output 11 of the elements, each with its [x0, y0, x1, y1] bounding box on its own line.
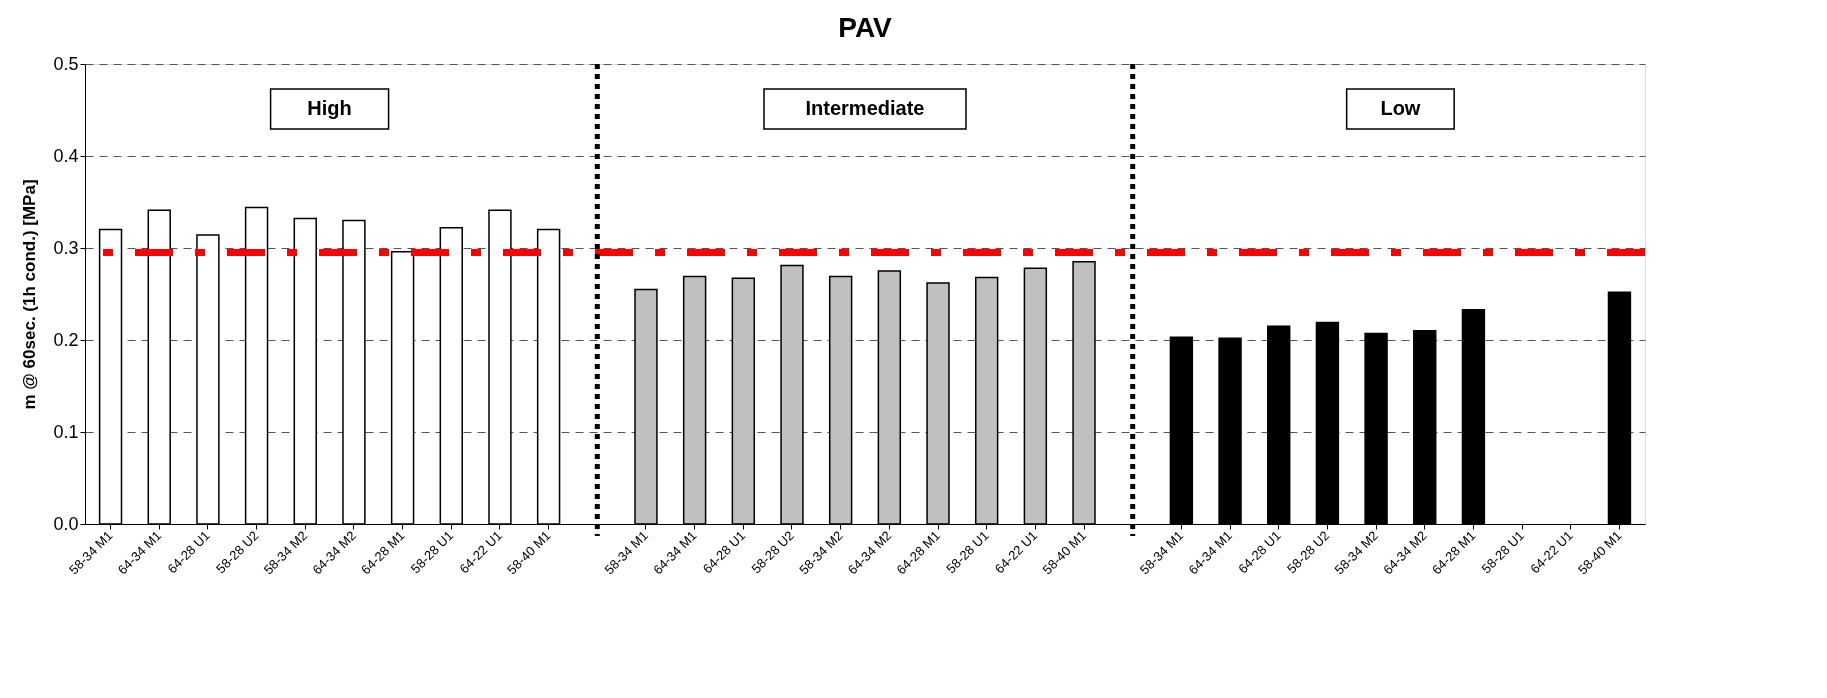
y-tick-label: 0.5	[53, 53, 79, 74]
y-tick-label: 0.4	[53, 145, 79, 166]
y-tick-label: 0.1	[53, 421, 79, 442]
y-tick-label: 0.0	[53, 513, 79, 534]
y-axis-title: m @ 60sec. (1h cond.) [MPa]	[20, 179, 40, 410]
y-tick-label: 0.3	[53, 237, 79, 258]
text: Intermediate	[805, 97, 925, 119]
y-tick-label: 0.2	[53, 329, 79, 350]
text: Low	[1380, 97, 1421, 119]
chart-title: PAV	[838, 12, 893, 43]
text: High	[307, 97, 352, 119]
